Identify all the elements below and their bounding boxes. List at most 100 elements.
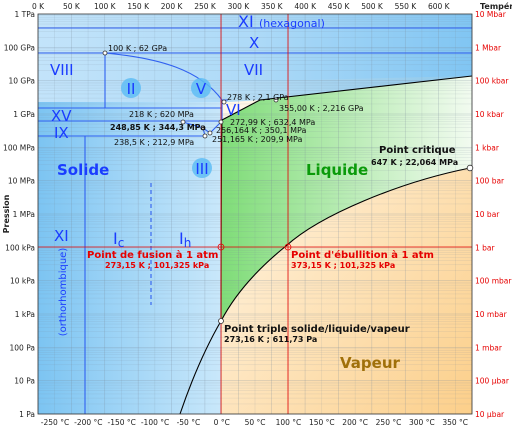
label-phase-XI-ortho-note: (orthorhombique) [58, 248, 69, 337]
bottom-tick-label: 150 °C [309, 418, 335, 427]
left-tick-label: 100 MPa [3, 143, 35, 152]
label-phase-XV: XV [51, 107, 72, 125]
top-tick-label: 600 K [428, 2, 451, 11]
top-tick-label: 50 K [63, 2, 81, 11]
marker-ebullition [284, 243, 292, 251]
phase-boundaries [38, 27, 473, 415]
top-tick-label: 350 K [261, 2, 284, 11]
right-tick-label: 100 bar [475, 177, 505, 186]
liquid-region [221, 76, 472, 321]
label-solide: Solide [57, 161, 109, 179]
critique-title: Point critique [379, 145, 456, 156]
marker-100k [102, 50, 108, 56]
bottom-tick-label: 250 °C [376, 418, 402, 427]
right-tick-label: 10 µbar [475, 410, 505, 419]
top-tick-label: 550 K [395, 2, 418, 11]
left-tick-label: 1 TPa [14, 10, 35, 19]
right-tick-label: 1 kbar [475, 143, 500, 152]
annot-248k: 248,85 K ; 344,3 MPa [110, 123, 206, 132]
top-tick-label: 450 K [328, 2, 351, 11]
marker-triple [218, 318, 224, 324]
plot-frame [37, 13, 473, 415]
bottom-tick-label: -50 °C [177, 418, 201, 427]
annot-100k: 100 K ; 62 GPa [108, 44, 167, 53]
triple-title: Point triple solide/liquide/vapeur [224, 324, 410, 335]
phase-II-bubble [121, 78, 141, 98]
marker-218k [180, 119, 186, 125]
marker-fusion [217, 243, 225, 251]
right-tick-label: 100 kbar [475, 77, 509, 86]
label-phase-IX: IX [54, 124, 69, 142]
annot-251k: 251,165 K ; 209,9 MPa [212, 135, 302, 144]
left-tick-label: 1 Pa [19, 410, 35, 419]
bottom-tick-label: 50 °C [245, 418, 266, 427]
right-tick-label: 10 mbar [475, 310, 508, 319]
phase-labels: XI (hexagonal) X VIII VII II V VI XV IX … [50, 12, 325, 336]
left-tick-label: 1 kPa [15, 310, 35, 319]
label-phase-V: V [196, 80, 207, 98]
label-phase-Ic: Ic [113, 229, 124, 250]
critique-value: 647 K ; 22,064 MPa [371, 158, 458, 167]
boiling-curve [220, 167, 471, 322]
axis-ticks: 0 K 50 K 100 K 150 K 200 K 250 K 300 K 350 K 400… [3, 2, 512, 427]
annot-355k: 355,00 K ; 2,216 GPa [279, 104, 364, 113]
top-tick-label: 150 K [127, 2, 150, 11]
left-tick-label: 10 kPa [10, 277, 35, 286]
label-phase-VIII: VIII [50, 61, 74, 79]
top-tick-label: 0 K [32, 2, 45, 11]
top-tick-label: 400 K [294, 2, 317, 11]
label-phase-VII: VII [244, 61, 263, 79]
right-tick-label: 10 kbar [475, 110, 505, 119]
phase-V-bubble [191, 78, 211, 98]
right-tick-label: 10 Mbar [475, 10, 507, 19]
point-markers [102, 50, 474, 324]
marker-355k [273, 97, 279, 103]
marker-248k [200, 125, 206, 131]
phase-III-bubble [192, 158, 212, 178]
label-phase-VI: VI [226, 101, 241, 119]
top-tick-label: 500 K [361, 2, 384, 11]
ebullition-title: Point d'ébullition à 1 atm [291, 249, 434, 261]
bottom-tick-label: 200 °C [342, 418, 368, 427]
label-vapeur: Vapeur [340, 354, 401, 372]
left-tick-label: 10 GPa [8, 77, 35, 86]
marker-251k [202, 133, 208, 139]
sublimation-curve [179, 320, 222, 415]
left-tick-label: 100 Pa [10, 343, 35, 352]
atm-markers [217, 243, 292, 251]
right-tick-label: 1 bar [475, 243, 496, 252]
melting-curve-high [221, 75, 473, 121]
left-tick-label: 100 kPa [5, 243, 35, 252]
top-tick-label: 200 K [161, 2, 184, 11]
annot-218k: 218 K ; 620 MPa [129, 110, 194, 119]
label-phase-XI-ortho: XI [54, 227, 69, 245]
bottom-tick-label: 0 °C [214, 418, 230, 427]
bottom-tick-label: -150 °C [107, 418, 135, 427]
left-tick-label: 1 GPa [13, 110, 35, 119]
right-tick-label: 1 Mbar [475, 43, 502, 52]
boundary-VIII-VII [38, 52, 223, 101]
right-tick-label: 100 µbar [475, 377, 510, 386]
right-tick-label: 10 bar [475, 210, 500, 219]
boundary-ice-III [182, 121, 222, 134]
right-tick-label: 1 mbar [475, 343, 503, 352]
top-axis-label: Température [480, 1, 512, 11]
label-phase-X: X [249, 34, 259, 52]
annot-238k: 238,5 K ; 212,9 MPa [114, 138, 194, 147]
label-phase-XI-hex-note: (hexagonal) [259, 17, 325, 30]
bottom-tick-label: -100 °C [141, 418, 169, 427]
annot-278k: 278 K ; 2,1 GPa [227, 93, 289, 102]
triple-value: 273,16 K ; 611,73 Pa [224, 335, 317, 344]
top-tick-label: 100 K [94, 2, 117, 11]
top-tick-label: 300 K [228, 2, 251, 11]
marker-278k [221, 99, 227, 105]
bottom-tick-label: -200 °C [74, 418, 102, 427]
top-tick-label: 250 K [194, 2, 217, 11]
left-tick-label: 100 GPa [4, 43, 35, 52]
annot-256k: 256,164 K ; 350,1 MPa [216, 126, 306, 135]
label-phase-Ih: Ih [179, 229, 191, 250]
right-tick-label: 100 mbar [475, 277, 512, 286]
marker-256k [207, 130, 213, 136]
